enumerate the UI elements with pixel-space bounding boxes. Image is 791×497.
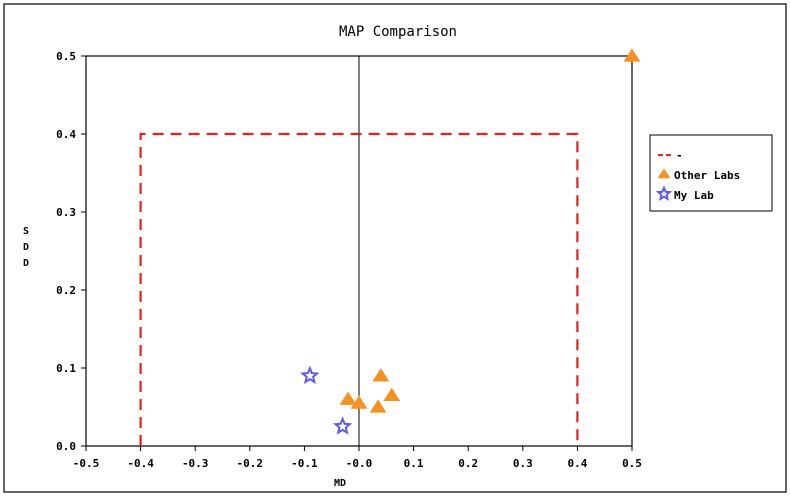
x-tick-label: 0.3: [513, 457, 533, 470]
y-tick-label: 0.5: [56, 50, 76, 63]
x-tick-label: -0.4: [127, 457, 154, 470]
limit-boundary: [139, 132, 579, 446]
point-other-labs: [350, 395, 368, 409]
x-tick-label: 0.1: [404, 457, 424, 470]
y-axis-label-letter: D: [23, 242, 29, 253]
x-tick-label: -0.2: [237, 457, 264, 470]
x-tick-label: -0.3: [182, 457, 209, 470]
point-my-lab: [300, 365, 320, 385]
y-axis-label: SDD: [23, 226, 29, 269]
x-tick-label: 0.5: [622, 457, 642, 470]
legend-star-swatch: [655, 185, 673, 202]
y-tick-label: 0.0: [56, 440, 76, 453]
y-tick-label: 0.4: [56, 128, 76, 141]
point-other-labs: [339, 391, 357, 405]
legend-entry-limit: -: [676, 149, 683, 162]
y-tick-label: 0.1: [56, 362, 76, 375]
x-axis-label: MD: [334, 478, 346, 489]
point-other-labs: [383, 387, 401, 401]
x-tick-label: 0.4: [567, 457, 587, 470]
y-tick-label: 0.2: [56, 284, 76, 297]
x-tick-label: -0.1: [291, 457, 318, 470]
legend-entry-my-lab: My Lab: [674, 189, 714, 202]
point-other-labs: [623, 48, 641, 62]
x-tick-label: -0.0: [346, 457, 373, 470]
outer-frame: [3, 3, 787, 493]
legend-box: [649, 134, 773, 212]
legend: - Other Labs My Lab: [649, 134, 773, 212]
legend-entry-other-labs: Other Labs: [674, 169, 740, 182]
chart-title: MAP Comparison: [339, 24, 457, 40]
point-my-lab: [332, 416, 353, 435]
plot-area: -0.5 -0.4 -0.3 -0.2 -0.1 -0.0 0.1 0.2 0.3 0.4 0.5 0…: [56, 48, 642, 470]
legend-triangle-swatch: [657, 168, 671, 179]
y-tick-label: 0.3: [56, 206, 76, 219]
point-other-labs: [369, 399, 387, 413]
x-tick-label: -0.5: [73, 457, 100, 470]
x-tick-label: 0.2: [458, 457, 478, 470]
y-axis-label-letter: D: [23, 258, 29, 269]
y-axis-label-letter: S: [23, 226, 29, 237]
point-other-labs: [372, 368, 390, 382]
